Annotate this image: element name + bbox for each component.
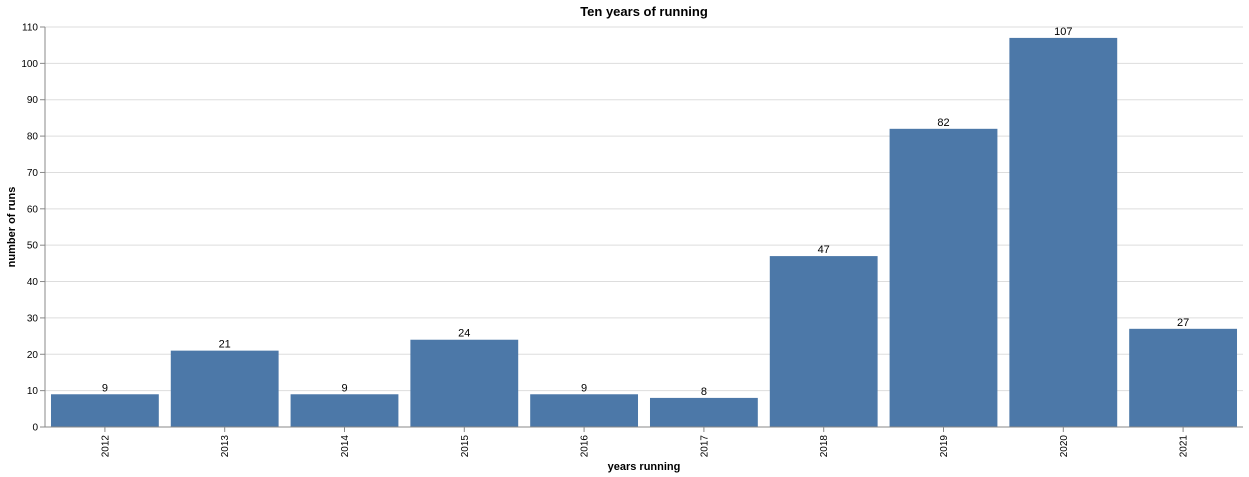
data-labels: 9 21 9 24 9 8 47 82 107 27 (102, 26, 1189, 398)
x-tick-label-2021: 2021 (1179, 435, 1190, 458)
y-tick-label: 80 (27, 132, 39, 143)
data-label-2020: 107 (1054, 26, 1072, 38)
bar-2013 (170, 350, 279, 427)
x-tick-label-2017: 2017 (699, 435, 710, 458)
bar-2021 (1129, 328, 1238, 427)
data-label-2012: 9 (102, 382, 108, 394)
y-tick-label: 50 (27, 241, 39, 252)
y-tick-label: 0 (32, 423, 38, 434)
y-tick-label: 40 (27, 277, 39, 288)
x-axis: 2012 2013 2014 2015 2016 2017 2018 2019 2020 2021 (45, 426, 1243, 458)
data-label-2017: 8 (701, 386, 707, 398)
x-tick-label-2015: 2015 (460, 435, 471, 458)
bar-2016 (530, 394, 639, 427)
data-label-2014: 9 (341, 382, 347, 394)
data-label-2015: 24 (458, 328, 470, 340)
bar-2017 (649, 397, 758, 427)
x-tick-label-2020: 2020 (1059, 435, 1070, 458)
data-label-2018: 47 (818, 244, 830, 256)
y-tick-label: 110 (22, 23, 38, 34)
data-label-2021: 27 (1177, 317, 1189, 329)
data-label-2016: 9 (581, 382, 587, 394)
bar-2020 (1009, 37, 1118, 428)
y-axis-title: number of runs (6, 187, 18, 268)
y-axis: 0 10 20 30 40 50 60 70 80 90 100 110 (21, 23, 46, 434)
y-tick-label: 70 (27, 168, 39, 179)
data-label-2019: 82 (937, 117, 949, 129)
x-tick-label-2012: 2012 (100, 435, 111, 458)
chart-title: Ten years of running (580, 4, 708, 19)
bar-2015 (410, 339, 519, 427)
data-label-2013: 21 (219, 339, 231, 351)
bar-2019 (889, 128, 998, 427)
bar-2012 (50, 394, 159, 427)
y-tick-label: 20 (27, 350, 39, 361)
x-tick-label-2018: 2018 (819, 435, 830, 458)
x-tick-label-2014: 2014 (340, 435, 351, 458)
x-axis-title: years running (608, 461, 681, 473)
bar-2014 (290, 394, 399, 427)
y-tick-label: 60 (27, 204, 39, 215)
x-tick-label-2016: 2016 (580, 435, 591, 458)
x-tick-label-2019: 2019 (939, 435, 950, 458)
y-tick-label: 100 (21, 59, 38, 70)
bars (50, 37, 1238, 428)
y-tick-label: 10 (27, 386, 39, 397)
bar-2018 (769, 256, 878, 427)
x-tick-label-2013: 2013 (220, 435, 231, 458)
y-tick-label: 90 (27, 95, 39, 106)
y-tick-label: 30 (27, 313, 39, 324)
